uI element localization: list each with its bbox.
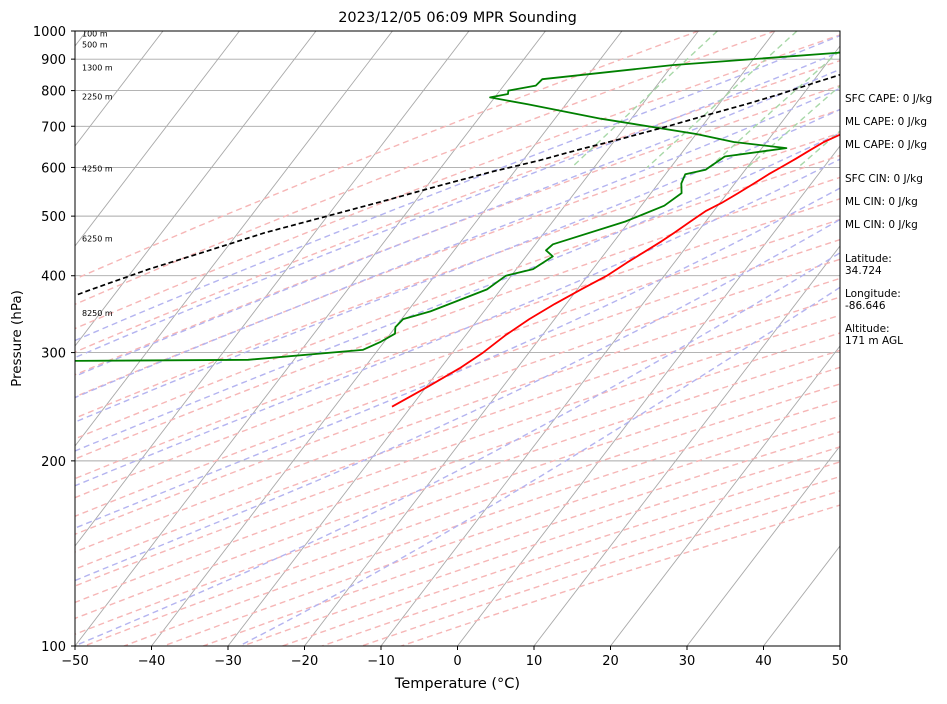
dry-adiabat-line bbox=[5, 31, 947, 646]
stat-block: SFC CAPE: 0 J/kg bbox=[845, 93, 932, 105]
height-label: 2250 m bbox=[82, 93, 113, 102]
isotherm-line bbox=[0, 31, 469, 646]
stat-block: ML CAPE: 0 J/kg bbox=[845, 139, 927, 151]
stat-line: -86.646 bbox=[845, 300, 901, 312]
moist-adiabat-line bbox=[74, 31, 947, 646]
stat-line: SFC CIN: 0 J/kg bbox=[845, 173, 923, 185]
sounding-series bbox=[0, 31, 947, 407]
x-tick-label: −30 bbox=[214, 654, 241, 669]
y-tick-label: 1000 bbox=[33, 25, 66, 40]
height-label: 1300 m bbox=[82, 64, 113, 73]
moist-adiabat-line bbox=[0, 31, 947, 646]
stat-block: Altitude:171 m AGL bbox=[845, 323, 903, 347]
moist-adiabat-line bbox=[0, 31, 928, 646]
stat-line: Altitude: bbox=[845, 323, 903, 335]
stat-line: Longitude: bbox=[845, 288, 901, 300]
isotherm-line bbox=[305, 31, 775, 646]
stat-block: SFC CIN: 0 J/kg bbox=[845, 173, 923, 185]
y-tick-label: 300 bbox=[41, 347, 66, 362]
x-tick-label: 10 bbox=[526, 654, 543, 669]
isotherm-line bbox=[75, 31, 545, 646]
dry-adiabat-line bbox=[0, 31, 928, 646]
height-label: 500 m bbox=[82, 41, 108, 50]
height-label: 4250 m bbox=[82, 164, 113, 173]
y-tick-label: 700 bbox=[41, 120, 66, 135]
x-tick-label: −20 bbox=[291, 654, 318, 669]
isotherm-line bbox=[0, 31, 239, 646]
height-label: 8250 m bbox=[82, 309, 113, 318]
stat-line: 171 m AGL bbox=[845, 335, 903, 347]
x-tick-label: 0 bbox=[453, 654, 461, 669]
y-tick-label: 400 bbox=[41, 270, 66, 285]
stat-block: Longitude:-86.646 bbox=[845, 288, 901, 312]
dry-adiabat-line bbox=[84, 31, 947, 646]
y-tick-label: 600 bbox=[41, 161, 66, 176]
plot-frame bbox=[75, 31, 840, 646]
y-tick-label: 500 bbox=[41, 210, 66, 225]
stat-block: Latitude:34.724 bbox=[845, 253, 892, 277]
x-tick-label: −50 bbox=[61, 654, 88, 669]
dry-adiabat-line bbox=[164, 31, 947, 646]
x-tick-label: 30 bbox=[679, 654, 696, 669]
stat-line: ML CIN: 0 J/kg bbox=[845, 219, 918, 231]
dry-adiabat-line bbox=[0, 31, 852, 646]
stat-line: ML CAPE: 0 J/kg bbox=[845, 116, 927, 128]
moist-adiabat-line bbox=[0, 31, 852, 646]
dry-adiabat-line bbox=[203, 31, 947, 646]
stat-block: ML CIN: 0 J/kg bbox=[845, 219, 918, 231]
stat-block: ML CAPE: 0 J/kg bbox=[845, 116, 927, 128]
reference-lines bbox=[0, 31, 947, 646]
stat-line: ML CIN: 0 J/kg bbox=[845, 196, 918, 208]
dry-adiabat-line bbox=[45, 31, 947, 646]
y-tick-label: 900 bbox=[41, 53, 66, 68]
x-tick-label: 50 bbox=[832, 654, 849, 669]
chart-title: 2023/12/05 06:09 MPR Sounding bbox=[338, 10, 577, 26]
x-tick-label: −40 bbox=[138, 654, 165, 669]
x-tick-label: 40 bbox=[755, 654, 772, 669]
stat-line: Latitude: bbox=[845, 253, 892, 265]
stat-block: ML CIN: 0 J/kg bbox=[845, 196, 918, 208]
x-axis-label: Temperature (°C) bbox=[394, 676, 520, 692]
stat-line: SFC CAPE: 0 J/kg bbox=[845, 93, 932, 105]
moist-adiabat-line bbox=[0, 31, 890, 646]
mixing-ratio-line bbox=[572, 31, 718, 167]
height-label: 6250 m bbox=[82, 234, 113, 243]
y-tick-label: 200 bbox=[41, 455, 66, 470]
stat-line: 34.724 bbox=[845, 265, 892, 277]
x-tick-label: 20 bbox=[602, 654, 619, 669]
y-tick-label: 800 bbox=[41, 85, 66, 100]
y-axis-label: Pressure (hPa) bbox=[9, 290, 25, 387]
x-tick-label: −10 bbox=[367, 654, 394, 669]
y-tick-label: 100 bbox=[41, 640, 66, 655]
stat-line: ML CAPE: 0 J/kg bbox=[845, 139, 927, 151]
